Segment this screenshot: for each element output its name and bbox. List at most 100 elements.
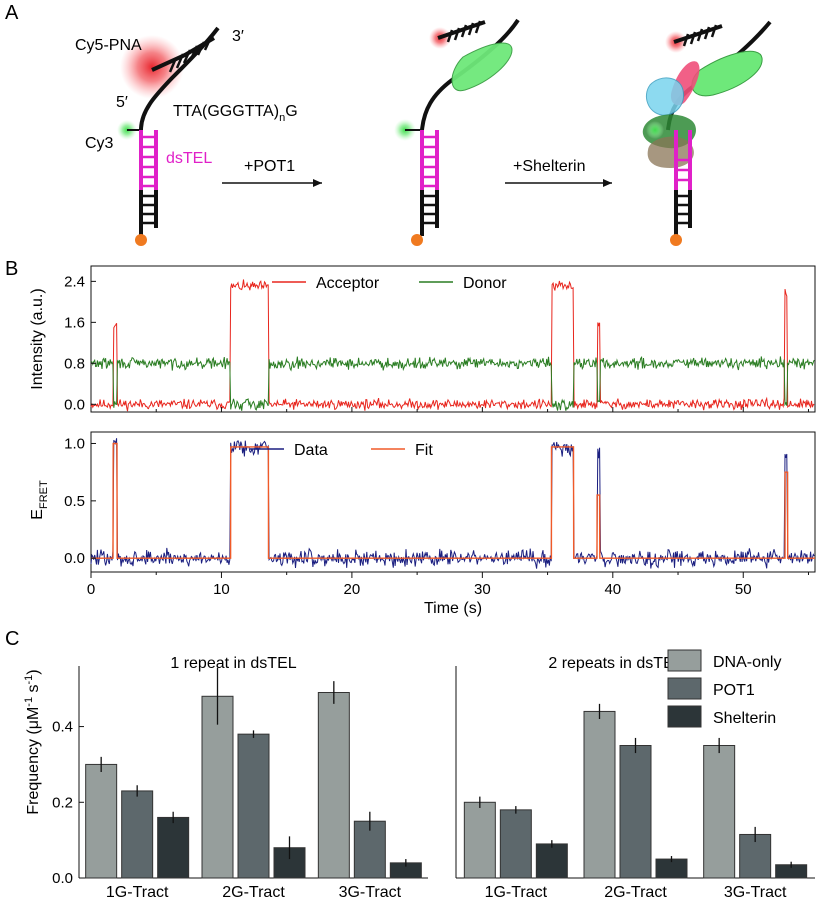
duplex-rungs-3 [676, 194, 690, 225]
legend-acceptor: Acceptor [316, 275, 380, 292]
step-shelterin-label: +Shelterin [513, 158, 586, 175]
overhang-sequence-label: TTA(GGGTTA)nG [173, 103, 298, 124]
trace-donor [90, 356, 815, 411]
dstel-rungs-2 [422, 135, 437, 188]
pna-strand-2 [437, 20, 486, 40]
bar-dna-only [463, 801, 496, 879]
bar-dna-only [583, 710, 616, 879]
panel-b: B 0.0 0.8 1.6 2.4 Intensity (a.u.) Acceptor… [5, 258, 816, 617]
category-label: 2G-Tract [604, 884, 667, 900]
fret-y-axis: 0.0 0.5 1.0 [64, 435, 96, 567]
bar-shelterin [535, 843, 568, 879]
construct-shelterin [642, 20, 772, 246]
bar-pot1 [353, 820, 386, 879]
panel-label-a: A [5, 2, 19, 24]
cy5-pna-label: Cy5-PNA [75, 37, 142, 54]
bar-pot1 [619, 745, 652, 879]
bar-pot1 [237, 733, 270, 879]
legend-swatch-shelterin [667, 705, 702, 728]
fret-traces [90, 438, 815, 569]
time-xtick-label: 0 [87, 581, 95, 598]
int-ytick-label: 0.8 [64, 355, 85, 372]
bar-chart-1-repeat: 0.0 0.2 0.4 1 repeat in dsTEL 1G-Tract 2G-Tra… [52, 655, 428, 900]
fret-y-label: EFRET [29, 480, 50, 520]
bar-ytick-label: 0.0 [52, 870, 73, 887]
fret-ytick-label: 1.0 [64, 435, 85, 452]
pna-rungs-2 [446, 20, 482, 43]
intensity-y-label: Intensity (a.u.) [29, 288, 46, 389]
biotin-bead [135, 234, 147, 246]
int-ytick-label: 0.0 [64, 396, 85, 413]
intensity-traces [90, 279, 815, 412]
bar-chart-title: 1 repeat in dsTEL [170, 655, 296, 672]
time-xtick-label: 20 [344, 581, 361, 598]
bar-dna-only [703, 745, 736, 879]
cy3-label: Cy3 [85, 135, 114, 152]
dstel-rungs-3 [676, 158, 690, 182]
fret-legend: Data Fit [250, 442, 433, 459]
bar-ytick-label: 0.2 [52, 794, 73, 811]
time-x-label: Time (s) [424, 600, 482, 617]
fret-ytick-label: 0.0 [64, 550, 85, 567]
bar-legend: DNA-only POT1 Shelterin [667, 649, 781, 728]
arrow-shelterin-head [603, 179, 612, 187]
panel-a: A Cy5-PN [5, 2, 772, 246]
pna-rungs-3 [682, 24, 718, 47]
duplex-rungs [141, 194, 156, 225]
five-prime-label: 5′ [116, 94, 128, 111]
arrow-pot1-head [313, 179, 322, 187]
duplex-rungs-2 [422, 194, 437, 225]
time-xtick-label: 50 [735, 581, 752, 598]
bar-pot1 [121, 790, 154, 879]
panel-label-b: B [5, 258, 18, 280]
cy3-glow-3 [646, 121, 664, 139]
category-label: 3G-Tract [724, 884, 787, 900]
category-label: 1G-Tract [485, 884, 548, 900]
fret-ytick-label: 0.5 [64, 493, 85, 510]
overhang-strand [139, 26, 220, 131]
legend-data: Data [294, 442, 328, 459]
bar-dna-only [317, 692, 350, 879]
legend-swatch-dna-only [667, 649, 702, 672]
bar-dna-only [201, 695, 234, 879]
biotin-bead-2 [411, 234, 423, 246]
int-ytick-label: 1.6 [64, 314, 85, 331]
pot1-protein [451, 42, 513, 92]
bar-pot1 [499, 809, 532, 879]
legend-dna-only: DNA-only [713, 654, 781, 671]
bar-ytick-label: 0.4 [52, 719, 73, 736]
time-xtick-label: 40 [604, 581, 621, 598]
category-label: 2G-Tract [222, 884, 285, 900]
bar-shelterin [157, 816, 190, 879]
construct-pot1 [394, 18, 520, 246]
trace-acceptor [90, 279, 815, 412]
tin2-protein [646, 77, 685, 116]
intensity-legend: Acceptor Donor [272, 275, 507, 292]
time-xtick-label: 30 [474, 581, 491, 598]
trace-data [90, 438, 815, 569]
pot1-protein-3 [691, 50, 763, 97]
time-xtick-label: 10 [213, 581, 230, 598]
bar-chart-2-repeats: 2 repeats in dsTEL 1G-Tract 2G-Tract 3G-Tra… [455, 655, 815, 900]
legend-pot1: POT1 [713, 682, 755, 699]
dstel-label: dsTEL [166, 150, 212, 167]
step-pot1-label: +POT1 [244, 158, 295, 175]
trf-protein-brown [647, 136, 694, 168]
legend-donor: Donor [463, 275, 507, 292]
construct-dna-only: Cy5-PNA 3′ 5′ TTA(GGGTTA)nG Cy3 dsTEL [75, 26, 298, 246]
biotin-bead-3 [670, 234, 682, 246]
bar-chart-title: 2 repeats in dsTEL [548, 655, 682, 672]
category-label: 1G-Tract [106, 884, 169, 900]
fret-plot-frame [90, 431, 816, 573]
intensity-y-axis: 0.0 0.8 1.6 2.4 [64, 273, 96, 413]
legend-fit: Fit [415, 442, 433, 459]
time-x-axis: 0 10 20 30 40 50 [87, 407, 809, 598]
panel-label-c: C [5, 628, 19, 650]
trace-fit [91, 442, 815, 559]
bar-dna-only [85, 763, 118, 879]
dstel-rungs [141, 135, 156, 188]
panel-c: C Frequency (μM-1 s-1) 0.0 0.2 0.4 1 repeat… [5, 628, 815, 900]
intensity-plot-frame [90, 265, 816, 413]
int-ytick-label: 2.4 [64, 273, 85, 290]
